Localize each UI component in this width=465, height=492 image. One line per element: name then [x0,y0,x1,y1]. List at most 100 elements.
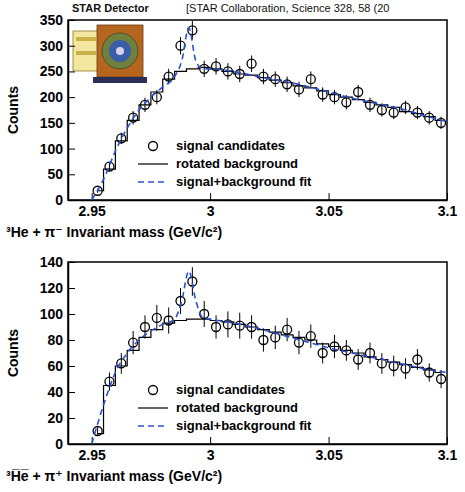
y-axis: 020406080100120140 [40,254,75,452]
data-point [318,349,327,358]
y-tick: 100 [40,306,75,322]
y-axis: 050100150200250300350 [40,12,75,208]
detector-frame [76,51,96,55]
legend-marker [138,181,168,183]
x-tick-mark [210,437,211,444]
y-tick-mark [68,340,75,341]
scatter-series [93,21,445,195]
y-axis-line [68,21,70,201]
error-bar [192,267,193,296]
error-bar [263,328,264,351]
error-bar [239,313,240,339]
x-tick-mark [447,193,448,200]
data-point [259,336,268,345]
legend-marker [138,425,168,427]
y-tick-mark [68,46,75,47]
detector-magnet [97,25,143,77]
error-bar [227,311,228,337]
y-tick-label: 100 [40,306,64,322]
scatter-series [93,267,445,435]
y-tick-label: 120 [40,280,64,296]
y-tick-label: 200 [40,89,64,105]
y-tick-label: 50 [47,166,63,182]
x-tick: 2.95 [79,193,106,219]
data-point [306,332,315,341]
error-bar [429,363,430,381]
error-bar [393,356,394,377]
x-tick-mark [210,193,211,200]
error-bar [263,69,264,84]
legend-label: signal candidates [176,138,285,153]
y-tick-label: 150 [40,115,64,131]
error-bar [204,301,205,327]
legend-label: signal+background fit [176,418,312,433]
error-bar [275,326,276,349]
figure: STAR Detector[STAR Collaboration, Scienc… [0,0,465,492]
legend-label: rotated background [176,400,298,415]
legend-label: rotated background [176,156,298,171]
y-tick: 350 [40,12,75,28]
y-tick-mark [68,123,75,124]
panel: 2.9533.053.1050100150200250300350³He + π… [5,12,457,240]
x-tick-label: 2.95 [79,447,106,463]
plot-frame [68,20,447,200]
y-tick-label: 250 [40,63,64,79]
error-bar [251,55,252,71]
y-tick: 120 [40,280,75,296]
x-tick: 3.1 [438,437,458,463]
y-tick: 40 [47,384,75,400]
x-tick-label: 3.1 [438,203,458,219]
detector-frame [73,31,99,71]
y-tick-mark [68,97,75,98]
y-axis-line [68,263,70,445]
legend: signal candidates rotated background signa… [138,138,312,189]
error-bar [298,331,299,354]
error-bar [156,305,157,331]
x-tick: 3 [207,437,215,463]
y-tick: 300 [40,38,75,54]
y-tick: 50 [47,166,75,182]
legend: signal candidates rotated background signa… [138,382,312,433]
panel: 2.9533.053.1020406080100120140³H̅e̅ + π⁺… [5,254,457,484]
data-point [389,108,398,117]
legend-marker [149,386,158,395]
y-tick-label: 100 [40,141,64,157]
step-line [98,319,441,433]
x-tick-label: 3.1 [438,447,458,463]
y-tick: 100 [40,141,75,157]
data-point [283,325,292,334]
legend-entry: signal candidates [149,138,286,153]
x-tick-label: 3.05 [315,203,342,219]
error-bar [204,61,205,77]
error-bar [168,308,169,334]
y-tick-mark [68,174,75,175]
data-point [306,75,315,84]
x-axis-line [69,444,448,446]
y-tick-mark [68,262,75,263]
y-tick: 140 [40,254,75,270]
error-bar [310,71,311,86]
x-tick: 3 [207,193,215,219]
error-bar [405,358,406,379]
data-point [437,375,446,384]
x-tick-label: 3 [207,447,215,463]
data-point [152,313,161,322]
y-tick-mark [68,418,75,419]
error-bar [287,318,288,341]
y-tick: 60 [47,358,75,374]
error-bar [381,353,382,374]
legend-label: signal+background fit [176,174,312,189]
fit-line [92,271,447,444]
x-axis-line [69,200,448,202]
y-axis-title: Counts [5,329,21,377]
data-point [247,59,256,68]
error-bar [180,288,181,314]
legend-entry: signal candidates [149,382,286,397]
legend-label: signal candidates [176,382,285,397]
y-tick: 0 [55,436,75,452]
legend-marker [149,142,158,151]
error-bar [180,37,181,54]
y-tick: 20 [47,410,75,426]
y-tick: 250 [40,63,75,79]
y-tick-mark [68,314,75,315]
